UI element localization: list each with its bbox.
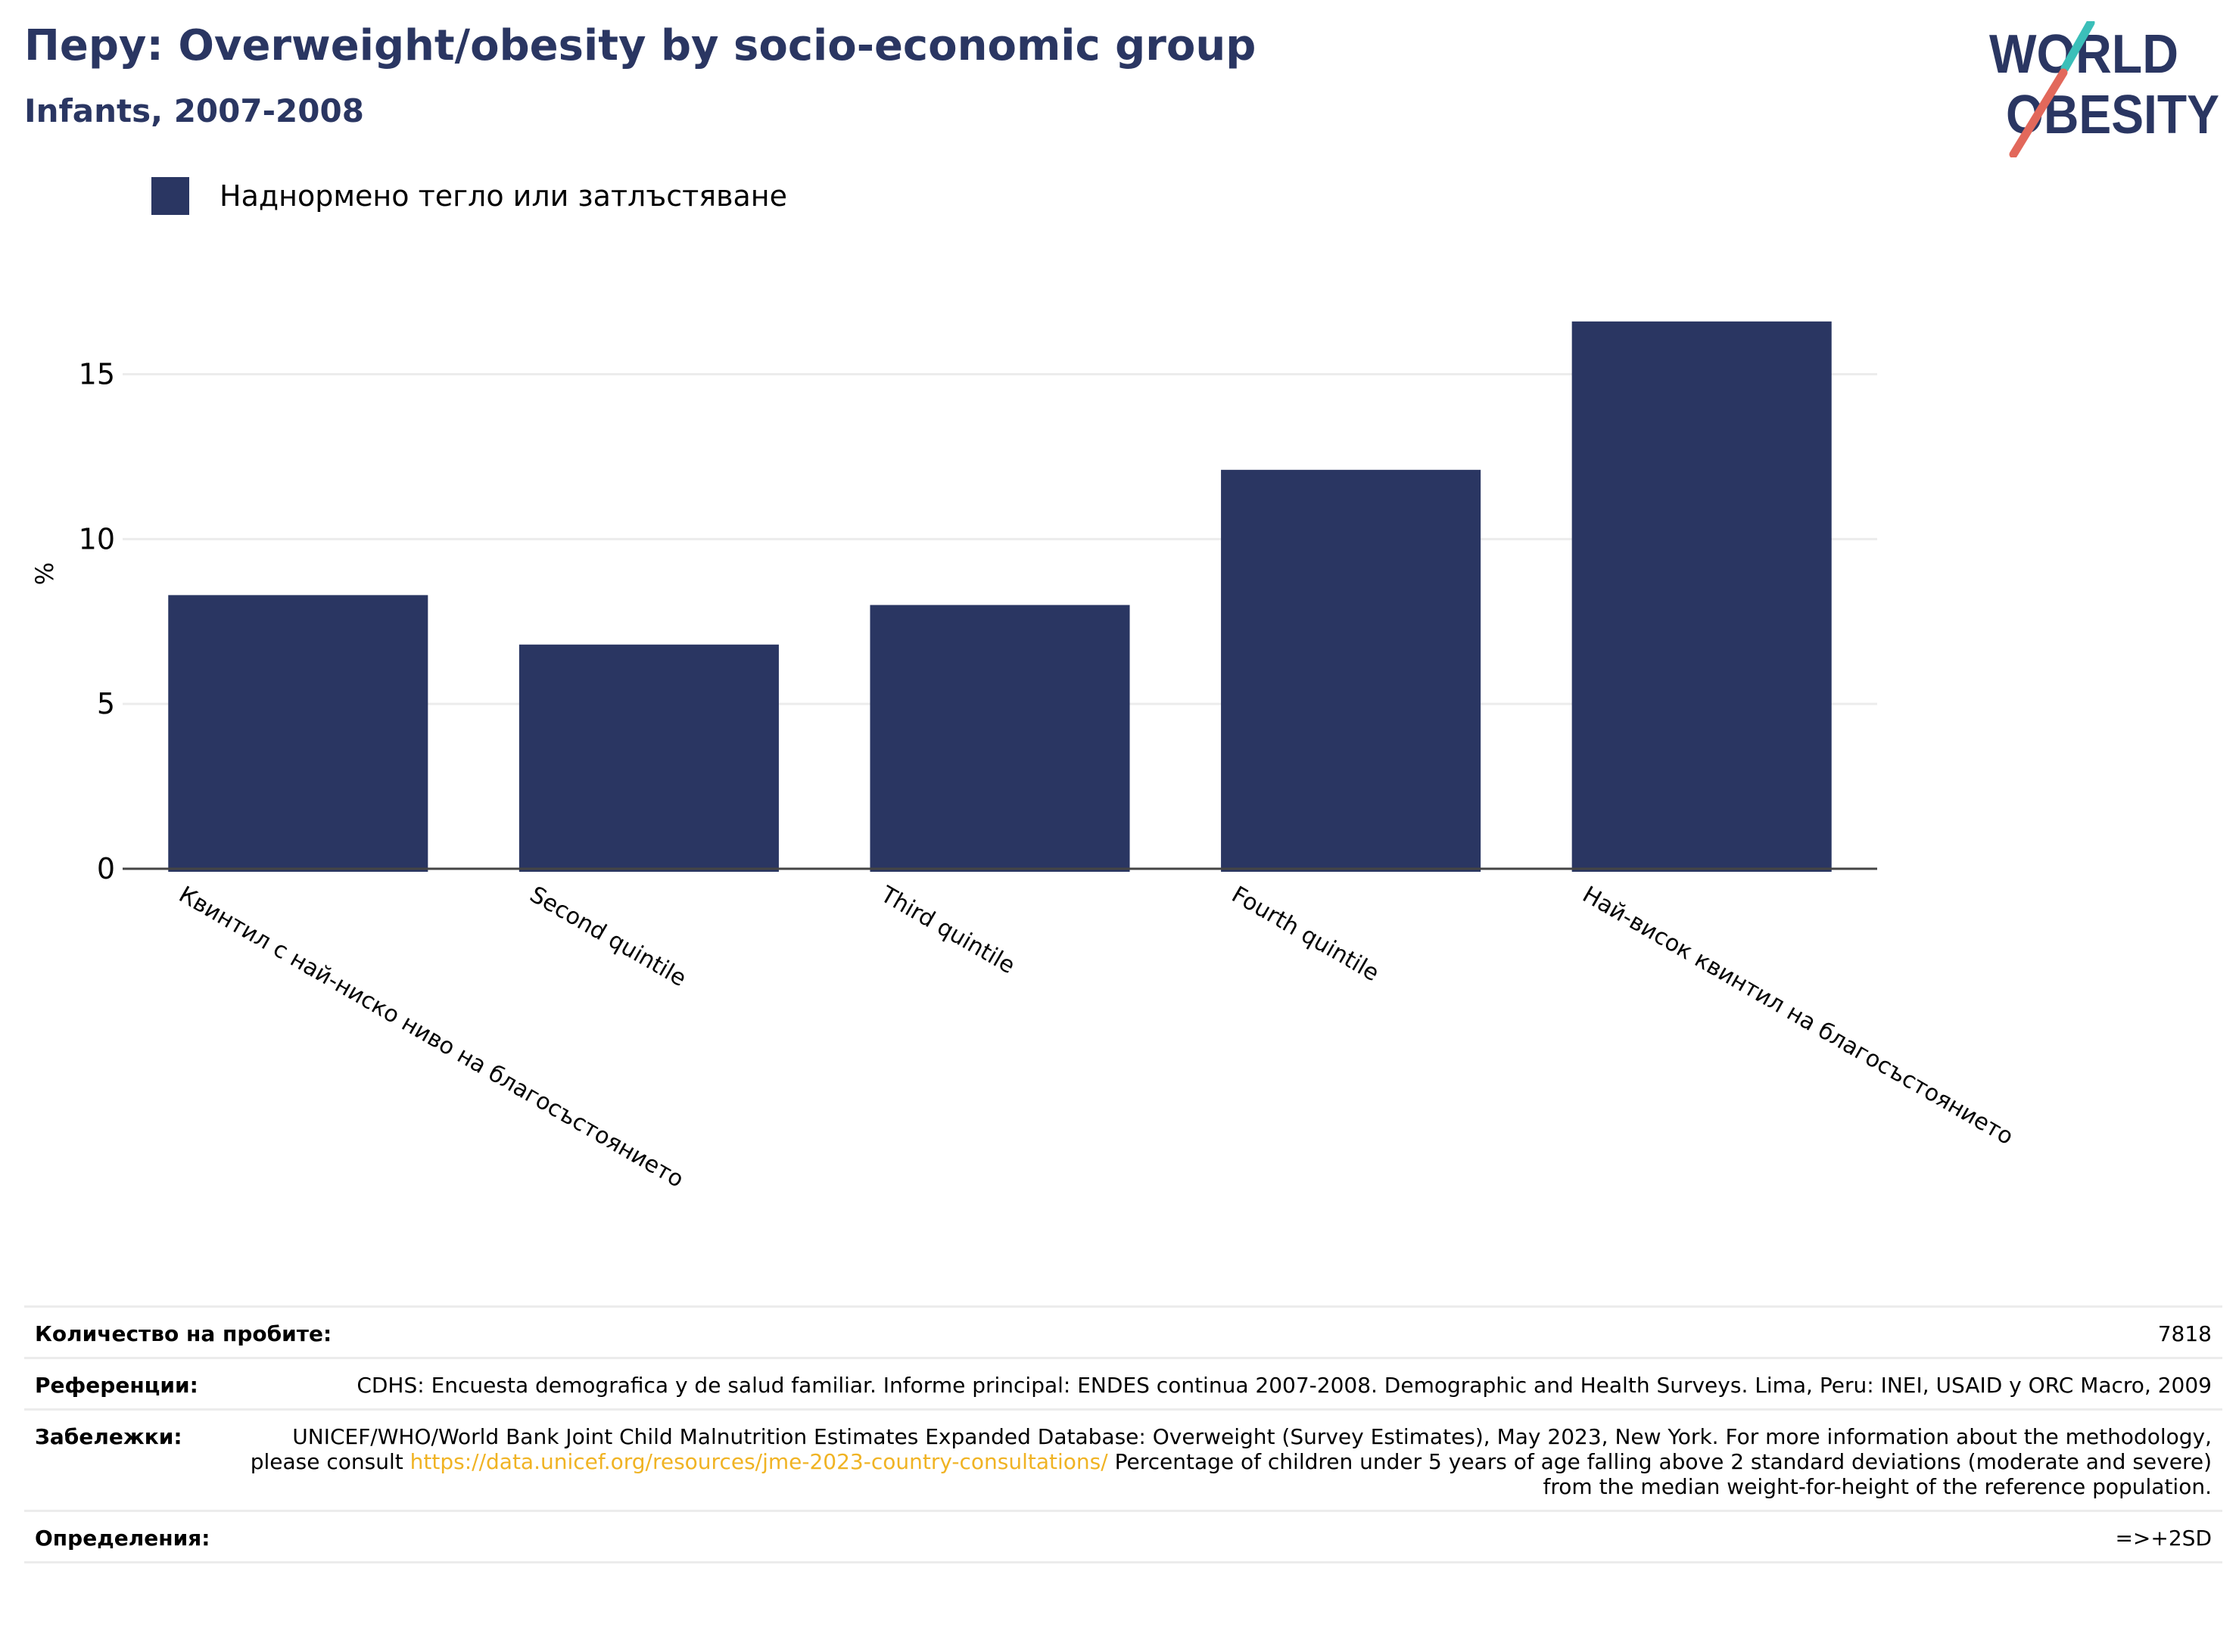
bar bbox=[1221, 469, 1481, 872]
info-row-references: Референции: CDHS: Encuesta demografica y… bbox=[24, 1359, 2222, 1411]
bar bbox=[518, 644, 779, 872]
y-tick-label: 5 bbox=[97, 687, 115, 720]
y-tick-label: 15 bbox=[79, 357, 115, 390]
bar bbox=[1571, 321, 1832, 872]
bar bbox=[870, 605, 1130, 872]
methodology-link[interactable]: https://data.unicef.org/resources/jme-20… bbox=[409, 1449, 1108, 1474]
x-tick-label: Second quintile bbox=[525, 882, 691, 992]
references-label: Референции: bbox=[35, 1373, 198, 1398]
info-table: Количество на пробите: 7818 Референции: … bbox=[24, 1305, 2222, 1563]
logo-slash-teal bbox=[2060, 21, 2095, 73]
legend-swatch bbox=[151, 177, 189, 215]
sample-size-value: 7818 bbox=[2157, 1321, 2212, 1346]
logo-slash-red bbox=[2009, 68, 2068, 157]
legend-label: Наднормено тегло или затлъстяване bbox=[220, 179, 787, 213]
x-tick-label: Third quintile bbox=[876, 881, 1020, 979]
page-subtitle: Infants, 2007-2008 bbox=[24, 92, 364, 129]
notes-text-before: UNICEF/WHO/World Bank Joint Child Malnut… bbox=[250, 1424, 2212, 1474]
definitions-label: Определения: bbox=[35, 1526, 210, 1551]
notes-text-after: Percentage of children under 5 years of … bbox=[1107, 1449, 2212, 1499]
info-row-definitions: Определения: =>+2SD bbox=[24, 1512, 2222, 1563]
chart-legend: Наднормено тегло или затлъстяване bbox=[151, 177, 787, 215]
page-title: Перу: Overweight/obesity by socio-econom… bbox=[24, 21, 1257, 70]
y-axis-label: % bbox=[30, 562, 59, 585]
x-tick-label: Най-висок квинтил на благосъстоянието bbox=[1578, 882, 2018, 1151]
info-row-notes: Забележки: UNICEF/WHO/World Bank Joint C… bbox=[24, 1411, 2222, 1512]
definitions-value: =>+2SD bbox=[2115, 1526, 2212, 1551]
references-value: CDHS: Encuesta demografica y de salud fa… bbox=[357, 1373, 2212, 1398]
notes-label: Забележки: bbox=[35, 1424, 182, 1449]
y-tick-label: 10 bbox=[79, 522, 115, 555]
x-tick-label: Fourth quintile bbox=[1227, 882, 1384, 988]
sample-size-label: Количество на пробите: bbox=[35, 1321, 332, 1346]
bar bbox=[168, 595, 428, 872]
world-obesity-logo: WORLD OBESITY bbox=[1989, 21, 2219, 157]
notes-value: UNICEF/WHO/World Bank Joint Child Malnut… bbox=[228, 1424, 2212, 1499]
y-tick-label: 0 bbox=[97, 852, 115, 885]
info-row-sample-size: Количество на пробите: 7818 bbox=[24, 1308, 2222, 1359]
